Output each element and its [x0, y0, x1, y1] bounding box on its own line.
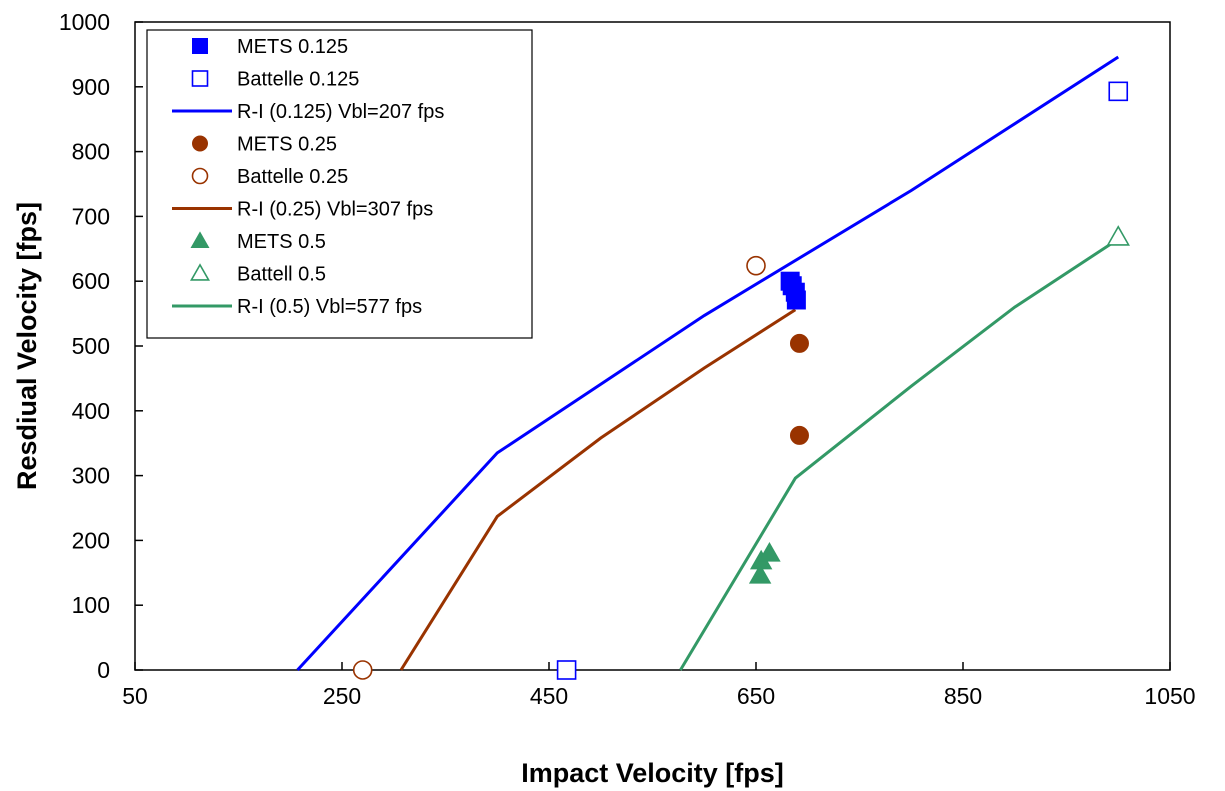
legend-marker-swatch [191, 70, 209, 87]
legend-label: R-I (0.5) Vbl=577 fps [237, 296, 422, 318]
x-tick-label: 50 [122, 683, 148, 709]
y-tick-label: 800 [72, 139, 110, 165]
data-point [1108, 81, 1129, 102]
legend-marker-swatch [190, 231, 210, 248]
legend-label: METS 0.25 [237, 134, 337, 156]
legend-label: R-I (0.25) Vbl=307 fps [237, 199, 433, 221]
legend-label: METS 0.125 [237, 36, 348, 58]
y-tick-label: 200 [72, 527, 110, 553]
y-tick-label: 500 [72, 333, 110, 359]
series-line [296, 55, 1120, 672]
y-tick-label: 300 [72, 463, 110, 489]
axis-ticks: 50 250 450 650 850 1050 0 100 200 300 400 500 600 700… [59, 9, 1196, 709]
data-point [746, 255, 766, 276]
legend-label: Battell 0.5 [237, 264, 326, 286]
y-tick-label: 400 [72, 398, 110, 424]
legend-label: Battelle 0.25 [237, 166, 348, 188]
y-tick-label: 1000 [59, 9, 110, 35]
data-point [789, 333, 809, 353]
legend-label: R-I (0.125) Vbl=207 fps [237, 101, 444, 123]
series-line [399, 308, 797, 671]
data-point [748, 564, 772, 584]
series-lines [296, 55, 1120, 672]
legend-marker-swatch [192, 38, 208, 54]
y-tick-label: 700 [72, 203, 110, 229]
x-tick-label: 450 [530, 683, 568, 709]
x-tick-label: 850 [944, 683, 982, 709]
y-tick-label: 900 [72, 74, 110, 100]
data-point [789, 425, 809, 445]
data-point [782, 276, 802, 296]
legend-label: METS 0.5 [237, 231, 326, 253]
x-tick-label: 650 [737, 683, 775, 709]
x-axis-title: Impact Velocity [fps] [521, 758, 784, 788]
legend-marker-swatch [189, 263, 211, 281]
legend: METS 0.125 Battelle 0.125 R-I (0.125) Vbl=… [146, 29, 533, 339]
legend-box [146, 29, 533, 339]
x-tick-label: 250 [323, 683, 361, 709]
y-tick-label: 0 [97, 657, 110, 683]
data-point [556, 660, 577, 680]
data-point [1106, 225, 1130, 246]
y-tick-label: 600 [72, 268, 110, 294]
legend-marker-swatch [191, 167, 209, 185]
data-point [352, 660, 373, 680]
series-markers [352, 81, 1130, 680]
legend-marker-swatch [192, 135, 208, 152]
series-line [679, 237, 1120, 671]
y-tick-label: 100 [72, 592, 110, 618]
x-tick-label: 1050 [1144, 683, 1195, 709]
y-axis-title: Resdiual Velocity [fps] [12, 202, 42, 490]
legend-label: Battelle 0.125 [237, 69, 359, 91]
data-point [758, 542, 781, 562]
